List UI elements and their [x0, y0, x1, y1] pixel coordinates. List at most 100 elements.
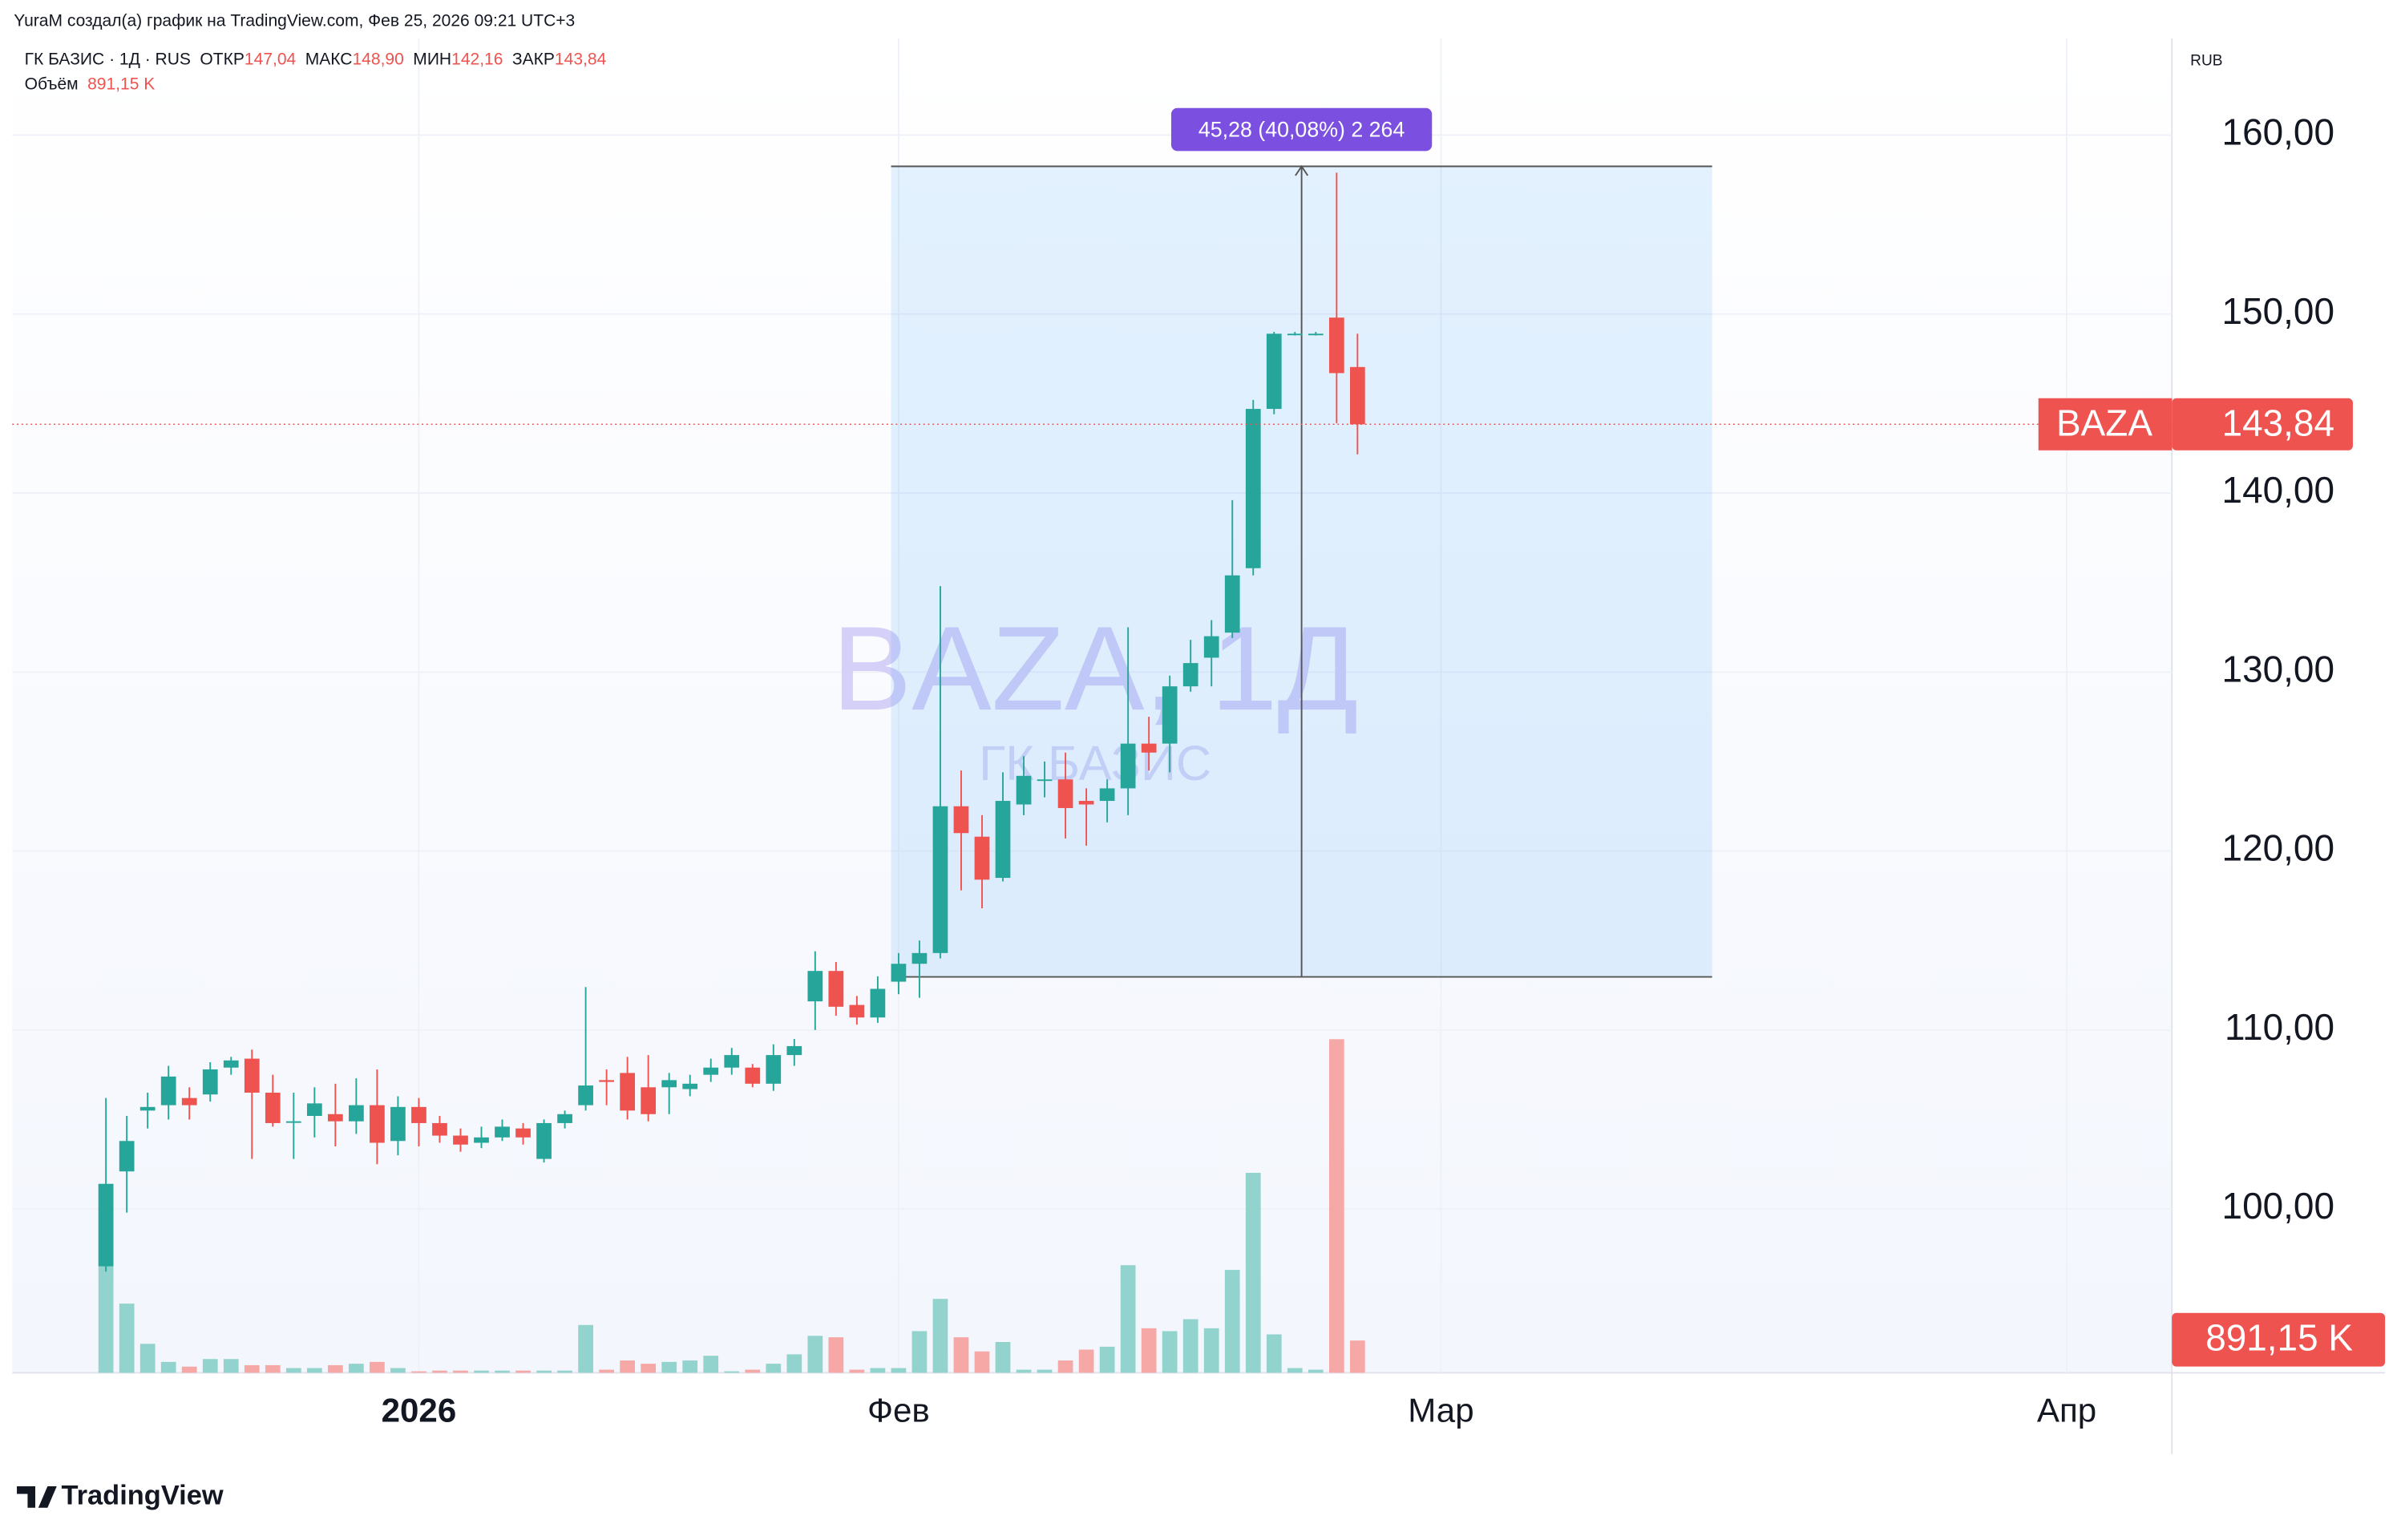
volume-bar [285, 1368, 301, 1373]
x-tick-label: Мар [1408, 1391, 1473, 1429]
logo-text: TradingView [62, 1480, 224, 1510]
candle-body [1266, 333, 1282, 410]
legend-field-value: 148,90 [352, 50, 403, 68]
candle-body [661, 1080, 677, 1088]
candle-body [995, 801, 1011, 879]
volume-label: 891,15 K [2205, 1316, 2353, 1358]
candle-body [974, 836, 990, 880]
candle-body [745, 1067, 761, 1084]
candle-body [244, 1058, 260, 1093]
candle-body [911, 952, 928, 964]
candle-body [265, 1092, 281, 1123]
candle-body [870, 988, 886, 1018]
volume-bar [1057, 1360, 1073, 1373]
volume-bar [724, 1371, 740, 1373]
volume-bar [828, 1337, 844, 1373]
volume-bar [1162, 1331, 1178, 1373]
candle-body [703, 1067, 719, 1075]
candle-body [786, 1045, 802, 1056]
candle-body [953, 806, 969, 834]
volume-bar [1141, 1328, 1157, 1373]
legend: ГК БАЗИС · 1Д · RUS ОТКР147,04 МАКС148,90 М… [25, 50, 607, 68]
legend-volume: Объём 891,15 K [25, 75, 156, 93]
volume-bar [1120, 1265, 1136, 1373]
logo: TradingView [17, 1480, 224, 1510]
candle-body [578, 1085, 593, 1105]
candle-body [411, 1106, 426, 1123]
chart-pane [12, 38, 2173, 1373]
candle-body [1162, 686, 1178, 744]
x-tick-label: Апр [2037, 1391, 2096, 1429]
volume-bar [1224, 1270, 1240, 1373]
volume-bar [390, 1368, 406, 1373]
volume-bar [1266, 1334, 1282, 1373]
candle-body [139, 1106, 156, 1111]
volume-bar [1203, 1328, 1219, 1373]
volume-bar [620, 1360, 636, 1373]
legend-field-value: 143,84 [555, 50, 607, 68]
candle-body [1308, 333, 1324, 336]
volume-bar [327, 1364, 343, 1373]
volume-bar [682, 1360, 698, 1373]
measure-label: 45,28 (40,08%) 2 264 [1198, 118, 1405, 142]
volume-bar [807, 1336, 823, 1373]
legend-field-name: МАКС [305, 50, 353, 68]
volume-bar [870, 1368, 886, 1373]
candle-body [932, 806, 948, 953]
candle-body [1328, 317, 1344, 374]
legend-symbol: ГК БАЗИС · 1Д · RUS [25, 50, 191, 68]
candle-body [160, 1076, 176, 1105]
volume-bar [599, 1369, 614, 1373]
volume-bar [244, 1364, 260, 1373]
y-tick-label: 150,00 [2222, 290, 2334, 332]
legend-field-name: МИН [413, 50, 451, 68]
legend-field-name: ОТКР [200, 50, 244, 68]
y-tick-label: 110,00 [2225, 1006, 2334, 1048]
volume-bar [1037, 1369, 1053, 1373]
volume-bar [536, 1370, 552, 1373]
legend-volume-name: Объём [25, 75, 79, 93]
candle-body [620, 1073, 636, 1111]
candle-body [474, 1137, 489, 1143]
candle-body [1078, 801, 1094, 805]
ticker-label-bg [2038, 398, 2173, 451]
volume-bar [1099, 1346, 1115, 1373]
volume-bar [306, 1368, 322, 1373]
candle-body [599, 1080, 614, 1082]
candle-body [349, 1105, 364, 1122]
candle-body [453, 1135, 468, 1145]
volume-bar [181, 1366, 197, 1373]
volume-bar [223, 1359, 239, 1373]
volume-bar [139, 1344, 156, 1373]
candle-body [536, 1122, 552, 1159]
volume-bar [911, 1331, 928, 1373]
candle-body [390, 1106, 406, 1142]
candle-body [1182, 663, 1198, 687]
volume-bar [1328, 1039, 1344, 1373]
legend-field-value: 147,04 [245, 50, 297, 68]
x-tick-label: Фев [867, 1391, 930, 1429]
volume-bar [265, 1364, 281, 1373]
candle-body [1287, 333, 1303, 336]
measure-label-bg [1170, 107, 1433, 152]
volume-bar [1349, 1340, 1365, 1373]
candle-body [1349, 366, 1365, 425]
y-tick-label: 160,00 [2222, 111, 2334, 153]
price-label: 143,84 [2222, 402, 2334, 443]
candle-body [766, 1055, 782, 1084]
candle-body [1037, 779, 1053, 782]
candle-body [515, 1128, 531, 1138]
volume-bar [202, 1359, 218, 1373]
candle-body [1224, 575, 1240, 633]
x-tick-label: 2026 [382, 1391, 457, 1429]
candle-body [1245, 409, 1261, 568]
volume-bar [1078, 1349, 1094, 1373]
legend-field-value: 142,16 [451, 50, 503, 68]
candle-body [432, 1122, 447, 1136]
y-tick-label: 120,00 [2222, 827, 2334, 869]
legend-field-name: ЗАКР [512, 50, 555, 68]
candle-body [327, 1114, 343, 1122]
candle-body [370, 1105, 385, 1143]
candle-body [223, 1060, 239, 1068]
